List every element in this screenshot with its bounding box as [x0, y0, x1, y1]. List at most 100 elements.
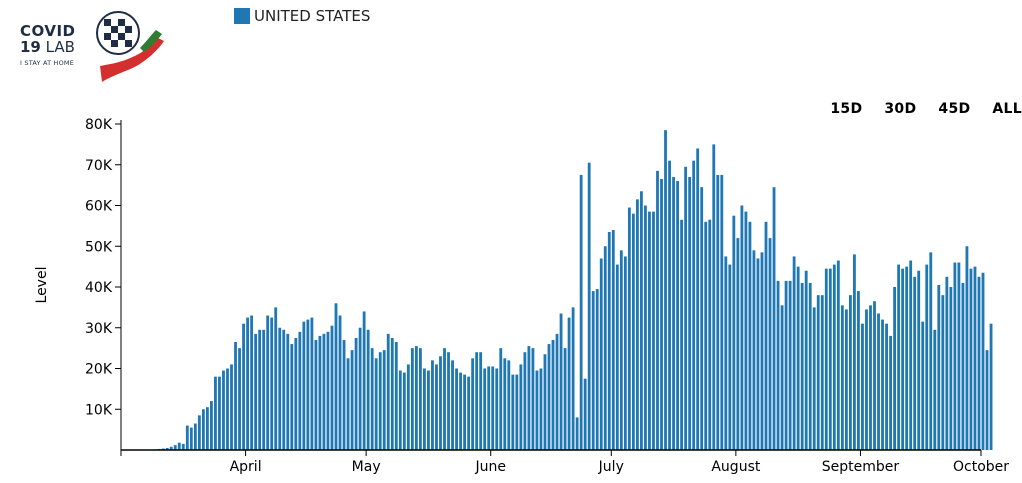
bar	[696, 148, 700, 450]
bar	[660, 179, 663, 450]
bar	[631, 213, 635, 450]
bar	[925, 264, 929, 450]
bar	[796, 266, 800, 451]
bar	[776, 280, 780, 450]
bar	[414, 346, 418, 450]
bar	[366, 329, 370, 450]
bar	[242, 323, 245, 450]
chart-legend[interactable]: UNITED STATES	[234, 7, 370, 25]
bar	[234, 342, 237, 450]
bar	[270, 317, 274, 450]
bar	[635, 199, 639, 450]
bar	[173, 445, 177, 450]
bar	[503, 358, 507, 450]
bar	[511, 374, 515, 450]
bar	[250, 315, 254, 450]
bar	[981, 272, 985, 450]
bar	[692, 160, 696, 450]
y-tick-label: 10K	[85, 402, 113, 418]
bar	[567, 317, 571, 450]
range-30d-button[interactable]: 30D	[884, 101, 917, 117]
bar	[869, 305, 872, 450]
bar	[459, 372, 462, 450]
bar	[728, 264, 732, 450]
bar	[386, 333, 390, 450]
bar	[700, 187, 704, 450]
y-tick-label: 40K	[85, 280, 113, 296]
bar	[222, 370, 225, 450]
bar	[989, 323, 993, 450]
bar	[688, 176, 692, 450]
logo-19: 19	[20, 38, 41, 56]
bar	[732, 215, 736, 450]
bar	[820, 295, 824, 450]
bar	[218, 376, 221, 450]
bar	[656, 170, 659, 451]
bar	[330, 325, 334, 450]
bar	[314, 339, 318, 450]
bar	[929, 252, 933, 450]
bar	[599, 258, 603, 450]
bar	[752, 250, 756, 450]
bar	[535, 370, 539, 450]
y-tick-label: 20K	[85, 362, 113, 378]
bar	[306, 319, 310, 450]
bar	[563, 348, 567, 451]
bar	[933, 329, 937, 450]
bar	[294, 337, 298, 450]
globe-hand-icon	[96, 11, 164, 82]
bar	[764, 221, 768, 450]
bar	[913, 276, 917, 450]
bar	[406, 364, 410, 450]
logo-lab: LAB	[40, 38, 75, 56]
bar	[905, 266, 909, 451]
bar	[201, 409, 205, 450]
bar	[853, 254, 856, 450]
covid19-lab-logo: COVID 19 LAB I STAY AT HOME	[18, 8, 168, 88]
bar	[447, 352, 450, 450]
bar	[310, 317, 314, 450]
bar	[748, 221, 752, 450]
bar	[278, 327, 282, 450]
bar	[394, 342, 398, 450]
bar	[282, 329, 286, 450]
range-15d-button[interactable]: 15D	[830, 101, 863, 117]
bar	[519, 364, 523, 450]
bar	[668, 160, 671, 450]
bar	[507, 360, 511, 450]
bar	[792, 256, 796, 450]
bar	[471, 358, 475, 450]
bar	[499, 348, 503, 451]
bar	[627, 207, 631, 450]
bar	[945, 276, 949, 450]
bar	[246, 317, 249, 450]
range-45d-button[interactable]: 45D	[938, 101, 971, 117]
bar	[322, 333, 326, 450]
x-tick-label: May	[352, 459, 381, 475]
bar	[676, 181, 679, 451]
bar	[398, 370, 402, 450]
bar	[861, 323, 864, 450]
x-tick-label: October	[953, 459, 1009, 475]
bar	[603, 246, 607, 450]
bar	[423, 368, 426, 450]
bar	[965, 246, 969, 450]
bar	[652, 211, 655, 450]
bar	[804, 270, 808, 450]
bar	[611, 229, 615, 450]
bar	[977, 276, 981, 450]
bar	[547, 344, 551, 450]
bar	[286, 333, 290, 450]
bar	[214, 376, 217, 450]
bar	[189, 427, 193, 450]
bar	[571, 307, 575, 451]
bar	[619, 250, 623, 450]
bar	[455, 368, 458, 450]
x-tick-label: August	[711, 459, 761, 475]
bar	[354, 337, 358, 450]
bar	[648, 211, 651, 450]
bar	[684, 166, 688, 451]
range-all-button[interactable]: ALL	[992, 101, 1022, 117]
bar	[708, 219, 712, 450]
bar	[539, 368, 543, 450]
